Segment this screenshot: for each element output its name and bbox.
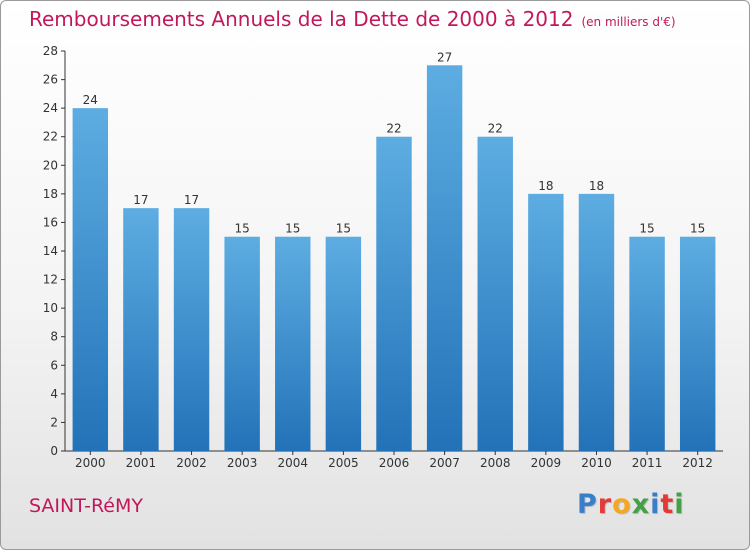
bar-2011 <box>629 236 665 451</box>
bar-2004 <box>275 236 311 451</box>
bar-2002 <box>173 208 210 451</box>
x-tick-label: 2012 <box>682 456 713 470</box>
data-label: 18 <box>589 179 604 193</box>
y-tick-label: 4 <box>50 387 58 401</box>
logo-letter: o <box>612 489 632 520</box>
data-label: 15 <box>639 222 654 236</box>
logo-letter: i <box>674 489 685 520</box>
x-tick-label: 2011 <box>632 456 663 470</box>
data-label: 27 <box>437 50 452 64</box>
y-tick-label: 24 <box>43 101 58 115</box>
bar-2000 <box>72 108 109 452</box>
x-tick-label: 2000 <box>75 456 106 470</box>
bar-2008 <box>477 136 513 451</box>
chart-title: Remboursements Annuels de la Dette de 20… <box>29 7 676 31</box>
y-tick-label: 16 <box>43 215 58 229</box>
y-tick-label: 2 <box>50 415 58 429</box>
data-label: 15 <box>235 222 250 236</box>
x-tick-label: 2008 <box>480 456 511 470</box>
y-tick-label: 12 <box>43 273 58 287</box>
chart-subtitle: (en milliers d'€) <box>581 15 676 29</box>
logo-letter: x <box>631 489 651 520</box>
x-tick-label: 2003 <box>227 456 258 470</box>
data-label: 17 <box>133 193 148 207</box>
x-tick-label: 2005 <box>328 456 359 470</box>
y-tick-label: 0 <box>50 444 58 458</box>
y-tick-label: 28 <box>43 44 58 58</box>
x-tick-label: 2002 <box>176 456 207 470</box>
bar-2003 <box>224 236 260 451</box>
logo-letter: t <box>660 489 675 520</box>
logo-letter: P <box>577 489 598 520</box>
bar-2010 <box>578 193 615 451</box>
x-tick-label: 2001 <box>126 456 157 470</box>
x-tick-label: 2009 <box>531 456 562 470</box>
x-tick-label: 2006 <box>379 456 410 470</box>
y-tick-label: 20 <box>43 158 58 172</box>
commune-name: SAINT-RéMY <box>29 495 143 517</box>
bar-2009 <box>528 193 564 451</box>
bar-2007 <box>426 65 463 452</box>
y-tick-label: 6 <box>50 358 58 372</box>
x-tick-label: 2007 <box>429 456 460 470</box>
logo-letter: i <box>650 489 661 520</box>
x-axis: 2000 2001 2002 2003 2004 2005 2006 2007 2008 2009… <box>65 450 723 470</box>
data-label: 22 <box>386 122 401 136</box>
bar-2006 <box>376 136 412 451</box>
bar-2005 <box>325 236 362 451</box>
data-label: 18 <box>538 179 553 193</box>
y-tick-label: 10 <box>43 301 58 315</box>
y-tick-label: 14 <box>43 244 58 258</box>
y-tick-label: 18 <box>43 187 58 201</box>
bar-2001 <box>123 208 159 451</box>
x-tick-label: 2004 <box>277 456 308 470</box>
logo-letter: r <box>597 489 613 520</box>
data-labels: 24 17 17 15 15 15 22 27 22 18 18 15 15 <box>83 50 706 235</box>
bar-2012 <box>679 236 716 451</box>
bars <box>72 65 716 452</box>
data-label: 22 <box>488 122 503 136</box>
data-label: 15 <box>690 222 705 236</box>
x-tick-label: 2010 <box>581 456 612 470</box>
data-label: 17 <box>184 193 199 207</box>
chart-title-text: Remboursements Annuels de la Dette de 20… <box>29 7 574 31</box>
y-tick-label: 22 <box>43 130 58 144</box>
y-tick-label: 26 <box>43 73 58 87</box>
data-label: 24 <box>83 93 98 107</box>
y-tick-label: 8 <box>50 330 58 344</box>
data-label: 15 <box>336 222 351 236</box>
proxiti-logo[interactable]: Proxiti <box>577 489 685 520</box>
data-label: 15 <box>285 222 300 236</box>
